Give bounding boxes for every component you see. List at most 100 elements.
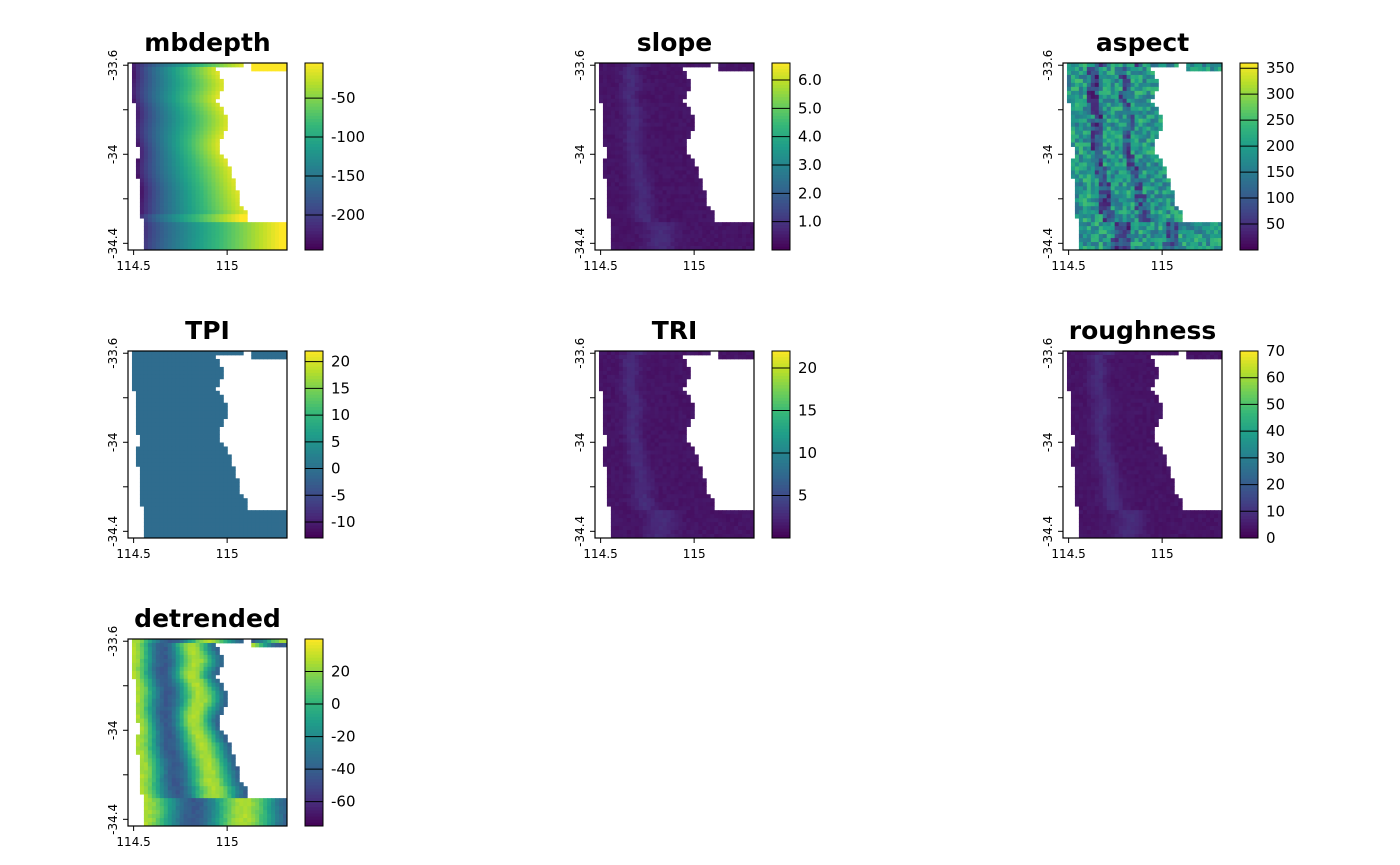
x-tick-label: 114.5 — [583, 259, 617, 273]
colorbar-tick-label: -100 — [331, 128, 365, 146]
panel-title: aspect — [1096, 28, 1189, 57]
panel-mbdepth: mbdepth 114.5 115 -33.6 -34 -34.4 -50 -100 -150 -… — [106, 28, 365, 273]
colorbar-tick-label: 150 — [1266, 163, 1295, 181]
x-tick-label: 115 — [1151, 259, 1174, 273]
colorbar-tick-label: -200 — [331, 206, 365, 224]
y-tick-label: -33.6 — [1041, 50, 1055, 81]
colorbar-tick-label: 20 — [331, 663, 350, 681]
colorbar-tick-label: 60 — [1266, 369, 1285, 387]
colorbar-tick-label: 10 — [798, 444, 817, 462]
panel-aspect: aspect 114.5 115 -33.6 -34 -34.4 350 300 250 200 1… — [1041, 28, 1295, 273]
colorbar-tick-label: -10 — [331, 513, 356, 531]
panel-title: roughness — [1069, 316, 1217, 345]
colorbar-tick-label: 50 — [1266, 395, 1285, 413]
colorbar-tick-label: -60 — [331, 793, 356, 811]
y-tick-label: -34 — [1041, 144, 1055, 164]
colorbar-tick-label: 3.0 — [798, 156, 822, 174]
colorbar-tick-label: 6.0 — [798, 71, 822, 89]
raster-image — [132, 639, 287, 826]
y-tick-label: -34 — [1041, 432, 1055, 452]
panel-detrended: detrended 114.5 115 -33.6 -34 -34.4 20 0 -20 -40 -… — [106, 604, 356, 849]
colorbar: 20 0 -20 -40 -60 — [305, 639, 356, 827]
x-tick-label: 115 — [216, 835, 239, 849]
y-tick-label: -33.6 — [1041, 338, 1055, 369]
panel-title: detrended — [134, 604, 281, 633]
colorbar-tick-label: 350 — [1266, 59, 1295, 77]
colorbar-tick-label: -5 — [331, 486, 346, 504]
colorbar: 2015105 — [772, 351, 817, 539]
y-tick-label: -34 — [106, 720, 120, 740]
raster-image — [599, 351, 754, 538]
colorbar-tick-label: 0 — [1266, 529, 1276, 547]
y-tick-label: -34.4 — [106, 804, 120, 835]
panel-roughness: roughness 114.5 115 -33.6 -34 -34.4 70 60 50 40 30… — [1041, 316, 1285, 561]
y-tick-label: -33.6 — [106, 50, 120, 81]
colorbar: 70 60 50 40 30 20 10 0 — [1240, 342, 1285, 547]
colorbar-tick-label: 0 — [331, 460, 341, 478]
colorbar-tick-label: 30 — [1266, 449, 1285, 467]
colorbar-tick-label: 5 — [798, 487, 808, 505]
y-tick-label: -34.4 — [106, 228, 120, 259]
panel-slope: slope114.5 115-33.6-34-34.46.05.04.03.02.… — [573, 28, 822, 273]
raster-image — [599, 63, 754, 250]
panel-tri: TRI 114.5 115 -33.6 -34 -34.4 20 15 10 5 — [573, 316, 817, 561]
y-tick-label: -33.6 — [106, 338, 120, 369]
raster-image — [1067, 63, 1222, 250]
colorbar-tick-label: 5 — [331, 433, 341, 451]
colorbar-tick-label: 50 — [1266, 215, 1285, 233]
y-tick-label: -33.6 — [573, 50, 587, 81]
raster-image — [1067, 351, 1222, 538]
colorbar: 350 300 250 200 150 100 50 — [1240, 59, 1295, 250]
colorbar-tick-label: 4.0 — [798, 128, 822, 146]
panel-title: mbdepth — [144, 28, 270, 57]
y-tick-label: -34.4 — [573, 516, 587, 547]
x-tick-label: 114.5 — [1051, 259, 1085, 273]
colorbar-tick-label: 15 — [798, 402, 817, 420]
panel-title: slope — [637, 28, 712, 57]
colorbar-tick-label: 15 — [331, 379, 350, 397]
colorbar-tick-label: 20 — [331, 353, 350, 371]
colorbar-tick-label: -20 — [331, 728, 356, 746]
y-tick-label: -33.6 — [573, 338, 587, 369]
x-tick-label: 115 — [216, 259, 239, 273]
colorbar: 6.0 5.0 4.0 3.0 2.0 1.0 — [772, 63, 822, 251]
y-tick-label: -34.4 — [1041, 516, 1055, 547]
y-tick-label: -34.4 — [1041, 228, 1055, 259]
colorbar: 20 15 10 5 0 -5 -10 — [305, 351, 356, 539]
y-tick-label: -34 — [573, 432, 587, 452]
colorbar-tick-label: 70 — [1266, 342, 1285, 360]
panel-title: TRI — [652, 316, 698, 345]
raster-image — [132, 351, 287, 538]
colorbar-tick-label: 250 — [1266, 111, 1295, 129]
x-tick-label: 114.5 — [116, 547, 150, 561]
colorbar-tick-label: -50 — [331, 89, 356, 107]
x-tick-label: 114.5 — [116, 259, 150, 273]
y-tick-label: -33.6 — [106, 626, 120, 657]
y-tick-label: -34 — [573, 144, 587, 164]
y-tick-label: -34 — [106, 432, 120, 452]
y-tick-label: -34 — [106, 144, 120, 164]
colorbar-tick-label: 2.0 — [798, 184, 822, 202]
colorbar-tick-label: 40 — [1266, 422, 1285, 440]
colorbar-tick-label: 200 — [1266, 137, 1295, 155]
x-tick-label: 114.5 — [583, 547, 617, 561]
x-tick-label: 115 — [683, 259, 706, 273]
y-tick-label: -34.4 — [106, 516, 120, 547]
colorbar-tick-label: -150 — [331, 167, 365, 185]
colorbar-tick-label: 5.0 — [798, 99, 822, 117]
colorbar-tick-label: 10 — [331, 406, 350, 424]
x-tick-label: 114.5 — [1051, 547, 1085, 561]
colorbar-tick-label: 300 — [1266, 85, 1295, 103]
panel-tpi: TPI 114.5 115 -33.6 -34 -34.4 20 15 10 5 0 -5 -10 — [106, 316, 356, 561]
x-tick-label: 114.5 — [116, 835, 150, 849]
colorbar-tick-label: 100 — [1266, 189, 1295, 207]
x-tick-label: 115 — [683, 547, 706, 561]
colorbar-tick-label: -40 — [331, 760, 356, 778]
panel-title: TPI — [185, 316, 230, 345]
colorbar-tick-label: 1.0 — [798, 213, 822, 231]
colorbar-tick-label: 10 — [1266, 502, 1285, 520]
colorbar-tick-label: 0 — [331, 695, 341, 713]
x-tick-label: 115 — [216, 547, 239, 561]
raster-image — [132, 63, 287, 250]
